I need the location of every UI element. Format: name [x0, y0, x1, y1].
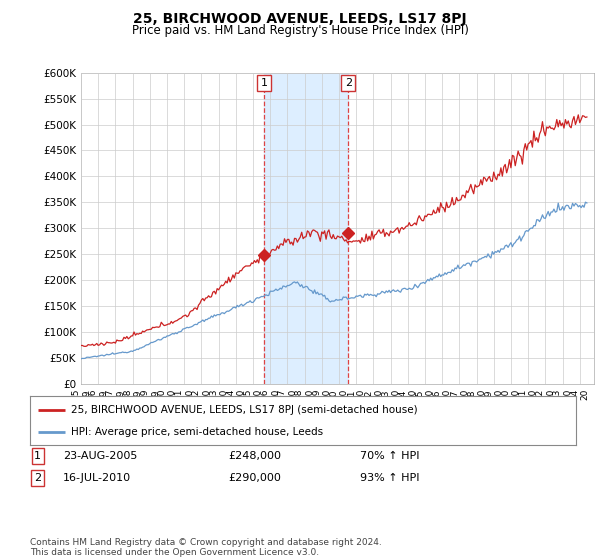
Text: £290,000: £290,000 — [228, 473, 281, 483]
Text: 2: 2 — [344, 78, 352, 88]
Text: 2: 2 — [34, 473, 41, 483]
Text: HPI: Average price, semi-detached house, Leeds: HPI: Average price, semi-detached house,… — [71, 427, 323, 437]
Text: Price paid vs. HM Land Registry's House Price Index (HPI): Price paid vs. HM Land Registry's House … — [131, 24, 469, 36]
Text: 16-JUL-2010: 16-JUL-2010 — [63, 473, 131, 483]
Text: Contains HM Land Registry data © Crown copyright and database right 2024.
This d: Contains HM Land Registry data © Crown c… — [30, 538, 382, 557]
Text: 25, BIRCHWOOD AVENUE, LEEDS, LS17 8PJ: 25, BIRCHWOOD AVENUE, LEEDS, LS17 8PJ — [133, 12, 467, 26]
Text: 1: 1 — [34, 451, 41, 461]
Text: 70% ↑ HPI: 70% ↑ HPI — [360, 451, 419, 461]
Bar — [264, 73, 348, 384]
Text: 23-AUG-2005: 23-AUG-2005 — [63, 451, 137, 461]
Text: 93% ↑ HPI: 93% ↑ HPI — [360, 473, 419, 483]
Text: 1: 1 — [260, 78, 268, 88]
Text: 25, BIRCHWOOD AVENUE, LEEDS, LS17 8PJ (semi-detached house): 25, BIRCHWOOD AVENUE, LEEDS, LS17 8PJ (s… — [71, 405, 418, 415]
Text: £248,000: £248,000 — [228, 451, 281, 461]
